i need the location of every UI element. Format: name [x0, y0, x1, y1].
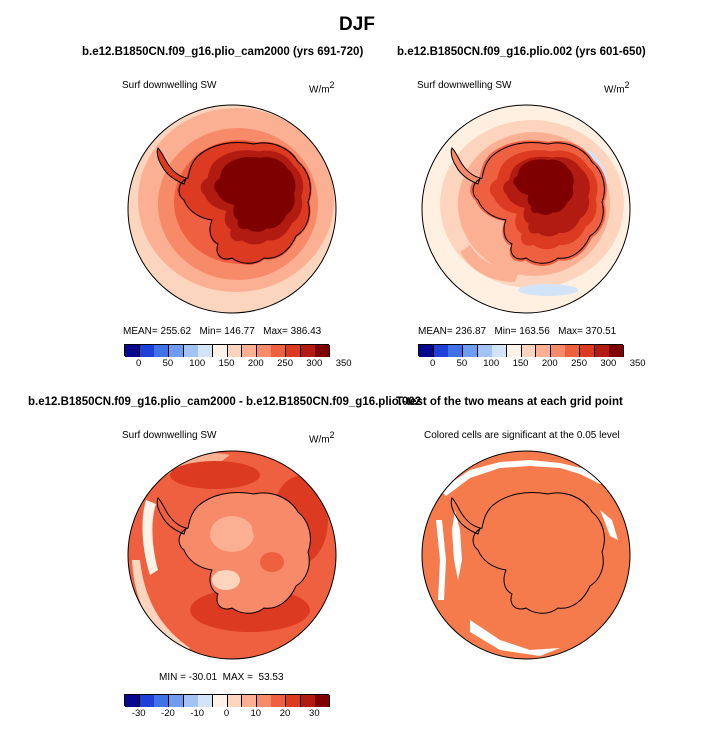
colorbar-tick-label: -30	[131, 708, 146, 719]
colorbar-tick-label: 200	[247, 358, 264, 369]
colorbar-tick-label: 250	[277, 358, 293, 369]
colorbar-swatch	[154, 695, 170, 707]
colorbar-tick-label: 0	[223, 708, 230, 719]
colorbar-swatch	[183, 695, 199, 707]
colorbar-swatch	[594, 345, 610, 357]
panel3-colorbar-ticks: -30 -20 -10 0 10 20 30	[124, 708, 329, 720]
colorbar-tick-label: 150	[218, 358, 235, 369]
panel2-colorbar	[418, 344, 625, 357]
colorbar-tick-label: 20	[279, 708, 291, 719]
colorbar-tick-label: 100	[483, 358, 500, 369]
colorbar-swatch	[242, 695, 258, 707]
panel4-title: T-test of the two means at each grid poi…	[396, 396, 623, 408]
colorbar-swatch	[212, 695, 228, 707]
colorbar-swatch	[256, 695, 272, 707]
panel2-colorbar-ticks: 0 50 100 150 200 250 300 350	[418, 358, 646, 370]
colorbar-tick-label: 0	[430, 358, 436, 369]
panel2-variable: Surf downwelling SW	[417, 80, 512, 91]
colorbar-swatch	[271, 345, 287, 357]
colorbar-swatch	[139, 695, 155, 707]
colorbar-tick-label: 100	[189, 358, 206, 369]
colorbar-tick-label: 200	[541, 358, 558, 369]
panel1-colorbar-ticks: 0 50 100 150 200 250 300 350	[124, 358, 352, 370]
panel3-variable: Surf downwelling SW	[122, 430, 217, 441]
colorbar-swatch	[448, 345, 464, 357]
colorbar-tick-label: 300	[600, 358, 617, 369]
colorbar-swatch	[168, 695, 184, 707]
colorbar-swatch	[433, 345, 449, 357]
colorbar-tick-label: 50	[456, 358, 468, 369]
colorbar-swatch	[125, 345, 140, 357]
colorbar-tick-label: -10	[190, 708, 205, 719]
panel3-colorbar	[124, 694, 331, 707]
colorbar-swatch	[536, 345, 552, 357]
colorbar-swatch	[168, 345, 184, 357]
colorbar-swatch	[154, 345, 170, 357]
colorbar-swatch	[256, 345, 272, 357]
panel2-stats: MEAN= 236.87 Min= 163.56 Max= 370.51	[418, 326, 617, 337]
colorbar-tick-label: 350	[629, 358, 646, 369]
panel2-units: W/m2	[604, 80, 630, 96]
colorbar-swatch	[609, 345, 625, 357]
colorbar-tick-label: 0	[136, 358, 142, 369]
colorbar-tick-label: 150	[512, 358, 529, 369]
colorbar-tick-label: 300	[306, 358, 323, 369]
colorbar-swatch	[227, 695, 243, 707]
colorbar-swatch	[286, 345, 301, 357]
colorbar-swatch	[550, 345, 566, 357]
colorbar-swatch	[198, 345, 214, 357]
colorbar-swatch	[565, 345, 581, 357]
colorbar-tick-label: 30	[309, 708, 320, 719]
colorbar-swatch	[271, 695, 287, 707]
panel3-stats: MIN = -30.01 MAX = 53.53	[159, 672, 284, 683]
colorbar-swatch	[419, 345, 434, 357]
colorbar-swatch	[198, 695, 214, 707]
colorbar-swatch	[300, 345, 316, 357]
colorbar-swatch	[139, 345, 155, 357]
colorbar-swatch	[227, 345, 243, 357]
panel1-units: W/m2	[309, 80, 335, 96]
panel1-stats: MEAN= 255.62 Min= 146.77 Max= 386.43	[123, 326, 322, 337]
panel4-subtitle: Colored cells are significant at the 0.0…	[424, 430, 620, 441]
figure-title: DJF	[339, 14, 375, 35]
colorbar-swatch	[580, 345, 595, 357]
colorbar-swatch	[125, 695, 140, 707]
colorbar-swatch	[506, 345, 522, 357]
colorbar-tick-label: 50	[162, 358, 174, 369]
colorbar-swatch	[242, 345, 258, 357]
colorbar-swatch	[477, 345, 493, 357]
colorbar-swatch	[492, 345, 508, 357]
panel3-units: W/m2	[309, 430, 335, 446]
panel1-variable: Surf downwelling SW	[122, 80, 217, 91]
colorbar-swatch	[521, 345, 537, 357]
colorbar-swatch	[183, 345, 199, 357]
colorbar-swatch	[462, 345, 478, 357]
colorbar-swatch	[315, 345, 331, 357]
colorbar-tick-label: 10	[250, 708, 262, 719]
colorbar-swatch	[212, 345, 228, 357]
panel1-title: b.e12.B1850CN.f09_g16.plio_cam2000 (yrs …	[82, 46, 364, 58]
panel2-title: b.e12.B1850CN.f09_g16.plio.002 (yrs 601-…	[397, 46, 646, 58]
colorbar-swatch	[315, 695, 331, 707]
colorbar-tick-label: 250	[571, 358, 587, 369]
colorbar-tick-label: 350	[335, 358, 352, 369]
colorbar-swatch	[286, 695, 301, 707]
panel3-title: b.e12.B1850CN.f09_g16.plio_cam2000 - b.e…	[28, 396, 422, 408]
colorbar-swatch	[300, 695, 316, 707]
panel1-colorbar	[124, 344, 331, 357]
colorbar-tick-label: -20	[161, 708, 175, 719]
